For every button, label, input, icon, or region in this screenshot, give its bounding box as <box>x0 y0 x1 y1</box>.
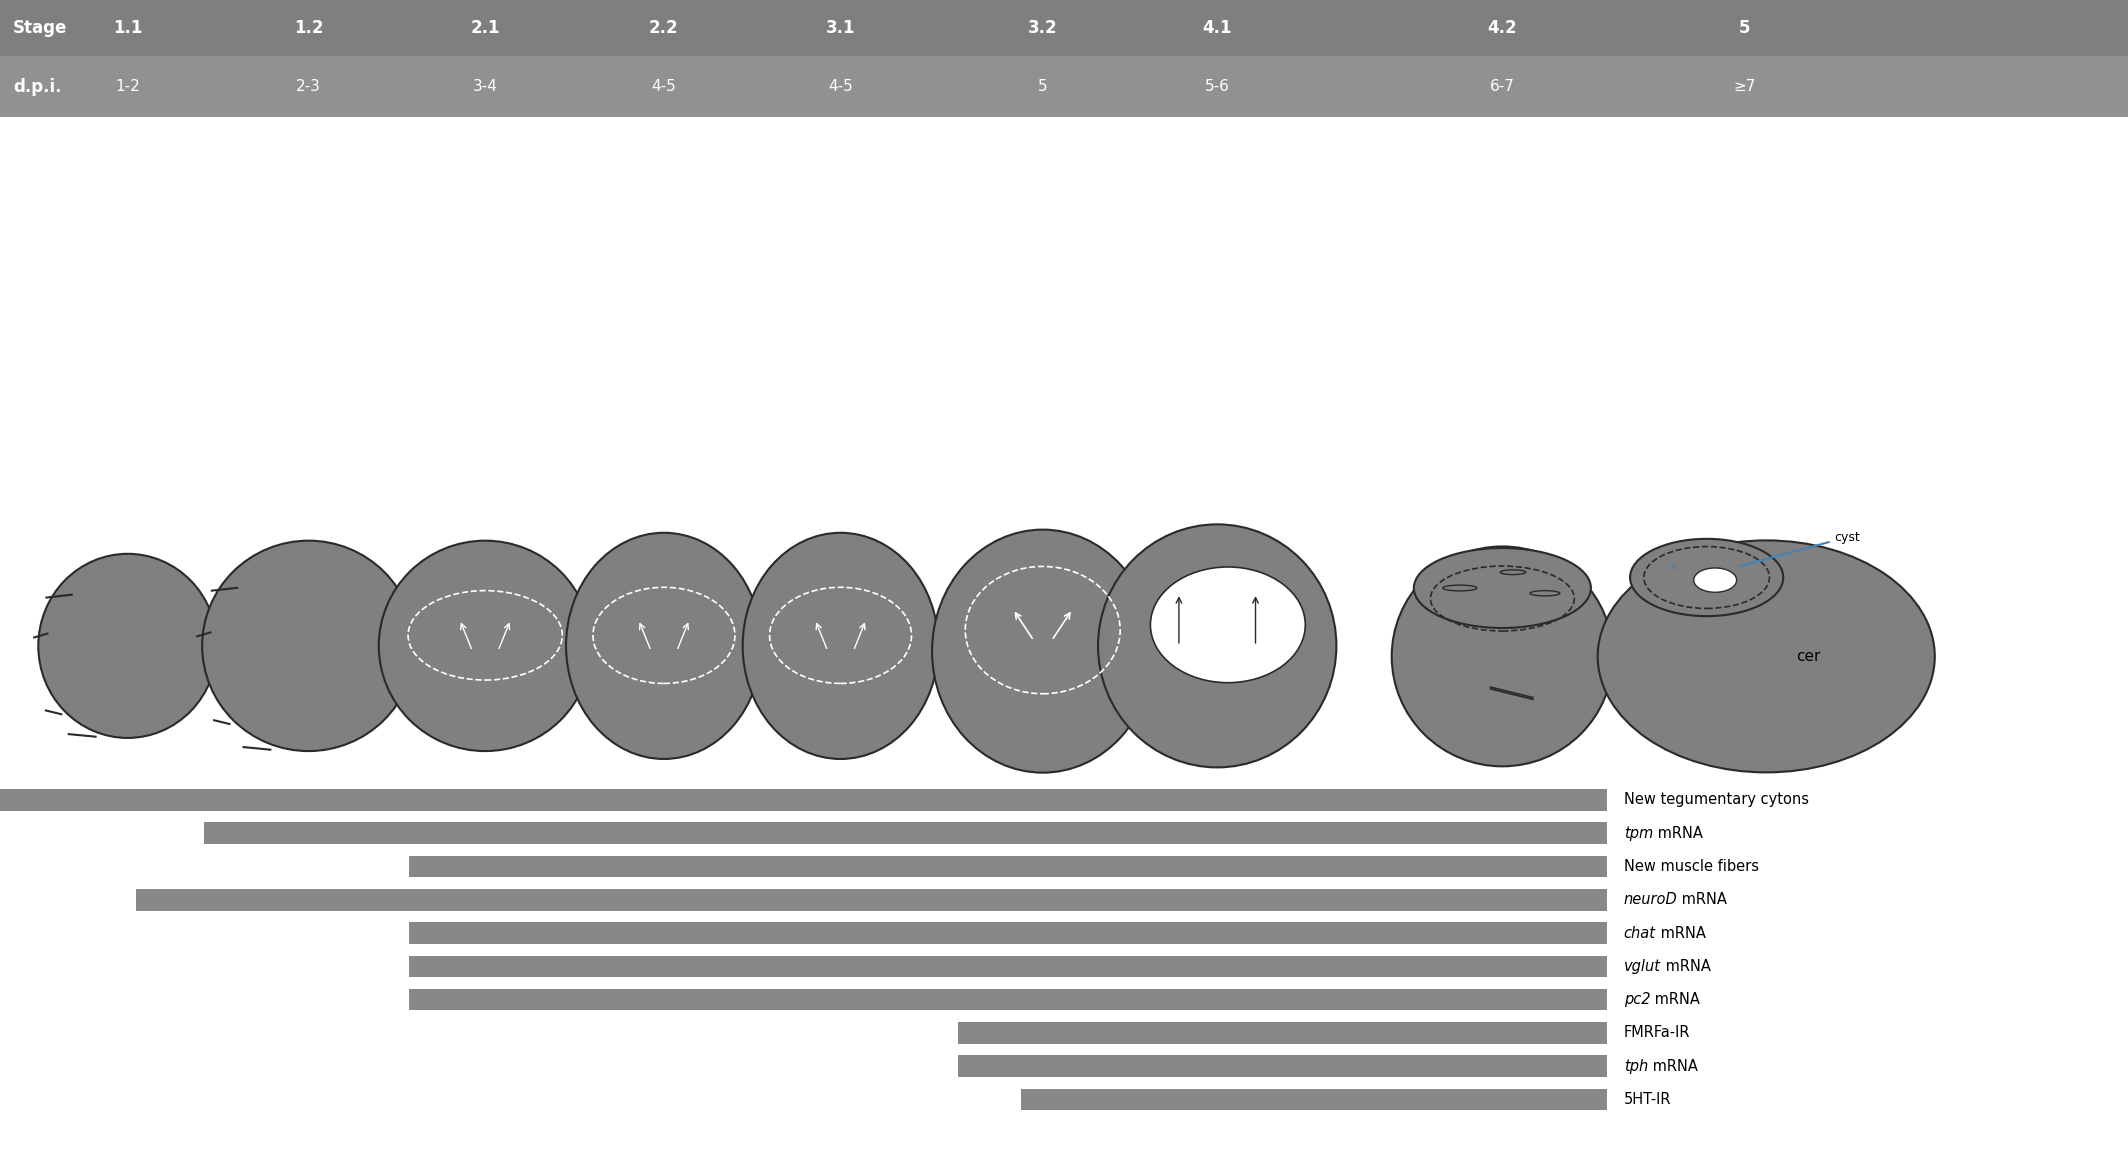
Text: 4.1: 4.1 <box>1202 19 1232 37</box>
Text: 1.2: 1.2 <box>294 19 323 37</box>
Bar <box>958 1022 1607 1044</box>
Text: s.: s. <box>1670 562 1679 572</box>
Text: mRNA: mRNA <box>1653 825 1702 841</box>
Bar <box>958 1056 1607 1077</box>
Text: chat: chat <box>1624 926 1656 941</box>
Text: vglut: vglut <box>1624 959 1660 974</box>
Text: d.p.i.: d.p.i. <box>13 77 62 96</box>
Text: tpm: tpm <box>1624 825 1653 841</box>
Bar <box>0 0 2128 56</box>
Bar <box>409 922 1607 943</box>
Text: mRNA: mRNA <box>1677 892 1728 907</box>
Text: 5: 5 <box>1038 79 1047 94</box>
Text: neuroD: neuroD <box>1624 892 1677 907</box>
Ellipse shape <box>932 530 1153 773</box>
Text: 2-3: 2-3 <box>296 79 321 94</box>
Bar <box>409 955 1607 977</box>
Text: 4.2: 4.2 <box>1487 19 1517 37</box>
Ellipse shape <box>1630 539 1783 616</box>
Text: 6-7: 6-7 <box>1490 79 1515 94</box>
Text: FMRFa-IR: FMRFa-IR <box>1624 1025 1690 1040</box>
Text: mRNA: mRNA <box>1656 926 1705 941</box>
Ellipse shape <box>1413 548 1592 628</box>
Text: 4-5: 4-5 <box>828 79 853 94</box>
Ellipse shape <box>379 540 592 752</box>
Bar <box>1021 1088 1607 1111</box>
Ellipse shape <box>566 533 762 759</box>
Text: 5: 5 <box>1739 19 1751 37</box>
Bar <box>0 56 2128 117</box>
Text: cyst: cyst <box>1739 531 1860 566</box>
Text: New tegumentary cytons: New tegumentary cytons <box>1624 793 1809 808</box>
Text: cer: cer <box>1796 649 1822 664</box>
Text: mRNA: mRNA <box>1647 1059 1698 1073</box>
Bar <box>0 789 1607 810</box>
Text: 2.1: 2.1 <box>470 19 500 37</box>
Text: 1.1: 1.1 <box>113 19 143 37</box>
Bar <box>204 823 1607 844</box>
Ellipse shape <box>202 540 415 752</box>
Text: 3.2: 3.2 <box>1028 19 1058 37</box>
Text: 1-2: 1-2 <box>115 79 140 94</box>
Text: 4-5: 4-5 <box>651 79 677 94</box>
Text: mRNA: mRNA <box>1649 992 1700 1008</box>
Bar <box>409 856 1607 877</box>
Ellipse shape <box>1098 525 1336 767</box>
Ellipse shape <box>38 554 217 738</box>
Ellipse shape <box>1598 540 1934 773</box>
Bar <box>409 989 1607 1010</box>
Ellipse shape <box>1151 567 1304 683</box>
Text: Stage: Stage <box>13 19 68 37</box>
Text: New muscle fibers: New muscle fibers <box>1624 859 1758 874</box>
Text: 3-4: 3-4 <box>472 79 498 94</box>
Text: 2.2: 2.2 <box>649 19 679 37</box>
Bar <box>136 888 1607 911</box>
Ellipse shape <box>1392 546 1613 767</box>
Text: tph: tph <box>1624 1059 1647 1073</box>
Text: 5HT-IR: 5HT-IR <box>1624 1092 1670 1107</box>
Text: ≥7: ≥7 <box>1734 79 1756 94</box>
Text: 3.1: 3.1 <box>826 19 855 37</box>
Ellipse shape <box>743 533 938 759</box>
Text: mRNA: mRNA <box>1660 959 1711 974</box>
Ellipse shape <box>1694 568 1736 593</box>
Text: pc2: pc2 <box>1624 992 1649 1008</box>
Text: 5-6: 5-6 <box>1204 79 1230 94</box>
